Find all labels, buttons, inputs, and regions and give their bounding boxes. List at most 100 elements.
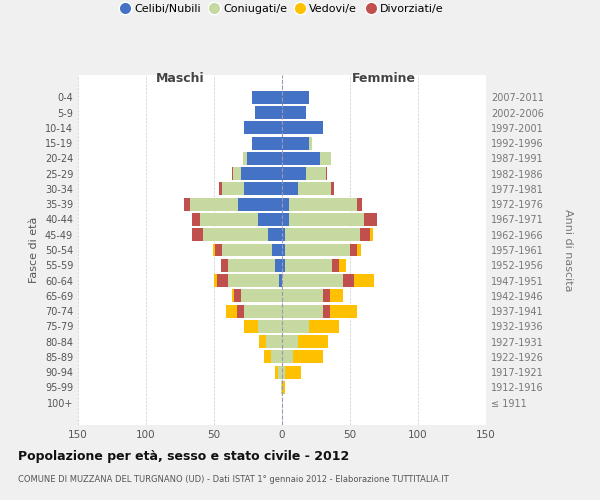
Bar	[289, 198, 357, 210]
Bar	[215, 244, 222, 256]
Bar	[329, 290, 343, 302]
Bar	[282, 106, 307, 119]
Bar	[364, 213, 377, 226]
Bar	[275, 366, 278, 378]
Bar	[244, 320, 257, 333]
Bar	[320, 152, 331, 165]
Bar	[357, 198, 362, 210]
Bar	[244, 122, 282, 134]
Bar	[282, 136, 309, 149]
Bar	[298, 335, 328, 348]
Bar	[200, 213, 257, 226]
Bar	[285, 259, 332, 272]
Bar	[192, 228, 203, 241]
Bar	[285, 244, 350, 256]
Bar	[212, 244, 215, 256]
Bar	[281, 381, 282, 394]
Bar	[282, 244, 285, 256]
Bar	[323, 304, 329, 318]
Bar	[307, 167, 326, 180]
Bar	[203, 228, 268, 241]
Bar	[265, 350, 271, 364]
Bar	[242, 152, 247, 165]
Bar	[222, 244, 272, 256]
Text: Femmine: Femmine	[352, 72, 416, 85]
Bar	[220, 182, 222, 196]
Bar	[282, 335, 298, 348]
Bar	[282, 350, 293, 364]
Bar	[257, 320, 282, 333]
Bar	[282, 167, 307, 180]
Bar	[332, 259, 339, 272]
Bar	[232, 290, 235, 302]
Bar	[282, 91, 309, 104]
Bar	[282, 290, 323, 302]
Bar	[184, 198, 190, 210]
Bar	[298, 182, 331, 196]
Bar	[309, 320, 339, 333]
Bar	[259, 335, 266, 348]
Bar	[331, 182, 334, 196]
Bar	[282, 320, 309, 333]
Bar	[285, 366, 301, 378]
Bar	[326, 167, 327, 180]
Bar	[190, 198, 238, 210]
Bar	[354, 274, 374, 287]
Bar	[247, 152, 282, 165]
Bar	[244, 182, 282, 196]
Text: COMUNE DI MUZZANA DEL TURGNANO (UD) - Dati ISTAT 1° gennaio 2012 - Elaborazione : COMUNE DI MUZZANA DEL TURGNANO (UD) - Da…	[18, 475, 449, 484]
Bar	[282, 259, 285, 272]
Bar	[238, 198, 282, 210]
Bar	[278, 366, 282, 378]
Bar	[329, 304, 357, 318]
Bar	[350, 244, 357, 256]
Bar	[266, 335, 282, 348]
Bar	[285, 228, 359, 241]
Bar	[282, 122, 323, 134]
Bar	[282, 304, 323, 318]
Bar	[279, 274, 282, 287]
Bar	[343, 274, 354, 287]
Bar	[221, 259, 227, 272]
Bar	[257, 213, 282, 226]
Bar	[323, 290, 329, 302]
Bar	[227, 259, 275, 272]
Bar	[370, 228, 373, 241]
Bar	[282, 366, 285, 378]
Bar	[357, 244, 361, 256]
Y-axis label: Anni di nascita: Anni di nascita	[563, 208, 573, 291]
Bar	[235, 290, 241, 302]
Bar	[268, 228, 282, 241]
Bar	[233, 167, 241, 180]
Bar	[282, 228, 285, 241]
Bar	[252, 91, 282, 104]
Bar	[252, 136, 282, 149]
Bar	[232, 167, 233, 180]
Bar	[282, 381, 285, 394]
Bar	[255, 106, 282, 119]
Bar	[192, 213, 200, 226]
Bar	[244, 304, 282, 318]
Text: Maschi: Maschi	[155, 72, 205, 85]
Bar	[275, 259, 282, 272]
Bar	[282, 213, 289, 226]
Bar	[289, 213, 364, 226]
Bar	[214, 274, 217, 287]
Bar	[271, 350, 282, 364]
Legend: Celibi/Nubili, Coniugati/e, Vedovi/e, Divorziati/e: Celibi/Nubili, Coniugati/e, Vedovi/e, Di…	[118, 0, 446, 17]
Bar	[226, 304, 237, 318]
Bar	[339, 259, 346, 272]
Text: Popolazione per età, sesso e stato civile - 2012: Popolazione per età, sesso e stato civil…	[18, 450, 349, 463]
Bar	[309, 136, 312, 149]
Bar	[237, 304, 244, 318]
Bar	[222, 182, 244, 196]
Bar	[227, 274, 279, 287]
Bar	[293, 350, 323, 364]
Bar	[282, 274, 343, 287]
Bar	[282, 198, 289, 210]
Bar	[241, 290, 282, 302]
Bar	[241, 167, 282, 180]
Bar	[282, 152, 320, 165]
Bar	[359, 228, 370, 241]
Bar	[272, 244, 282, 256]
